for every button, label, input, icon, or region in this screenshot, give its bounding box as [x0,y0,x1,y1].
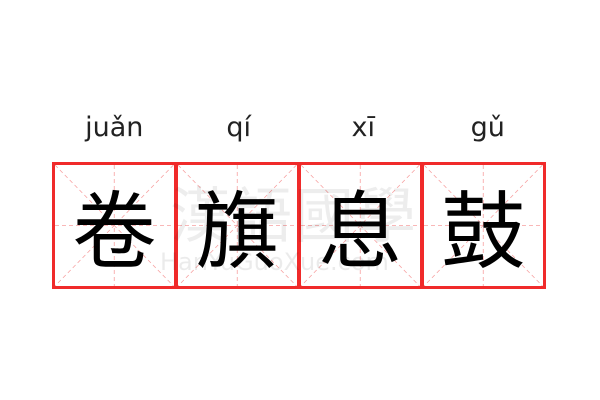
pinyin-3: xī [351,112,375,143]
guide-lines [424,165,543,286]
guide-lines [178,165,297,286]
hanzi-4: 鼓 [441,183,526,281]
hanzi-2: 旗 [195,183,280,281]
character-cell: 鼓 [421,162,546,289]
hanzi-3: 息 [318,183,403,281]
pinyin-4: gǔ [470,112,505,143]
guide-lines [301,165,420,286]
watermark-chinese: 漢語國學 [170,182,418,252]
pinyin-2: qí [226,112,252,143]
hanzi-1: 卷 [72,183,157,281]
character-cell: 旗 [175,162,300,289]
character-cell: 卷 [52,162,177,289]
pinyin-row: juǎn qí xī gǔ [52,108,550,148]
character-cell: 息 [298,162,423,289]
character-grid: 卷 旗 息 鼓 [52,162,550,289]
pinyin-1: juǎn [85,112,144,143]
guide-lines [55,165,174,286]
watermark-latin: HanYuGuoXue.com [160,248,389,276]
